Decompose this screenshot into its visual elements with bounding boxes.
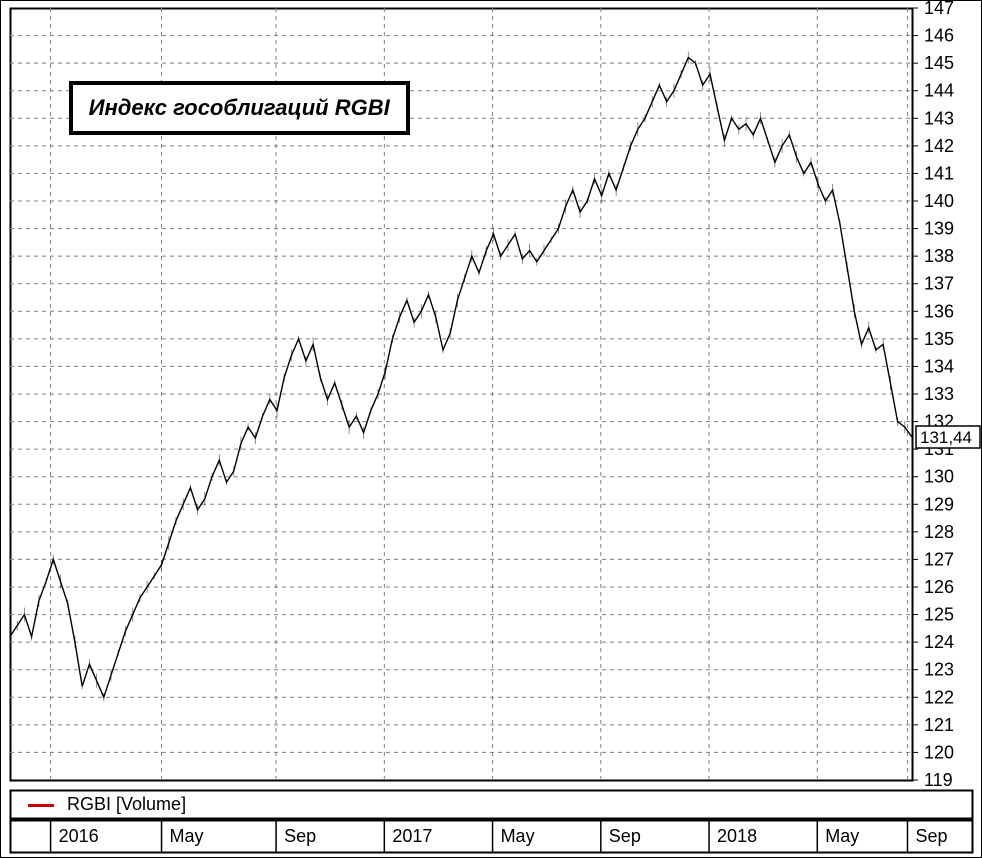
svg-text:Sep: Sep — [915, 826, 947, 846]
chart-title: Индекс гособлигаций RGBI — [89, 95, 390, 120]
svg-text:134: 134 — [924, 356, 954, 376]
svg-text:May: May — [170, 826, 204, 846]
svg-text:125: 125 — [924, 605, 954, 625]
svg-text:137: 137 — [924, 274, 954, 294]
svg-text:120: 120 — [924, 742, 954, 762]
svg-text:145: 145 — [924, 53, 954, 73]
svg-text:May: May — [825, 826, 859, 846]
chart-legend: RGBI [Volume] — [28, 794, 186, 815]
svg-text:135: 135 — [924, 329, 954, 349]
svg-text:122: 122 — [924, 687, 954, 707]
svg-text:119: 119 — [924, 770, 953, 790]
svg-text:2016: 2016 — [59, 826, 99, 846]
svg-text:2017: 2017 — [392, 826, 432, 846]
svg-text:Sep: Sep — [284, 826, 316, 846]
svg-text:2018: 2018 — [717, 826, 757, 846]
svg-text:126: 126 — [924, 577, 954, 597]
svg-text:138: 138 — [924, 246, 954, 266]
svg-text:136: 136 — [924, 301, 954, 321]
svg-text:129: 129 — [924, 494, 954, 514]
svg-text:139: 139 — [924, 219, 954, 239]
svg-text:142: 142 — [924, 136, 954, 156]
svg-text:127: 127 — [924, 549, 954, 569]
svg-text:121: 121 — [924, 715, 954, 735]
svg-text:131,44: 131,44 — [920, 428, 972, 447]
svg-text:146: 146 — [924, 26, 954, 46]
svg-text:144: 144 — [924, 81, 954, 101]
svg-text:May: May — [501, 826, 535, 846]
svg-text:Sep: Sep — [609, 826, 641, 846]
svg-text:133: 133 — [924, 384, 954, 404]
chart-title-box: Индекс гособлигаций RGBI — [69, 81, 410, 135]
svg-text:140: 140 — [924, 191, 954, 211]
legend-label: RGBI [Volume] — [67, 794, 186, 814]
svg-text:143: 143 — [924, 108, 954, 128]
svg-text:123: 123 — [924, 660, 954, 680]
svg-text:128: 128 — [924, 522, 954, 542]
legend-swatch — [28, 804, 54, 807]
svg-text:141: 141 — [924, 163, 954, 183]
svg-text:130: 130 — [924, 467, 954, 487]
svg-text:147: 147 — [924, 0, 954, 18]
svg-text:124: 124 — [924, 632, 954, 652]
